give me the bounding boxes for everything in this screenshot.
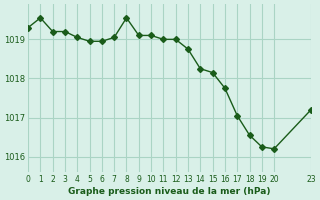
X-axis label: Graphe pression niveau de la mer (hPa): Graphe pression niveau de la mer (hPa) <box>68 187 271 196</box>
